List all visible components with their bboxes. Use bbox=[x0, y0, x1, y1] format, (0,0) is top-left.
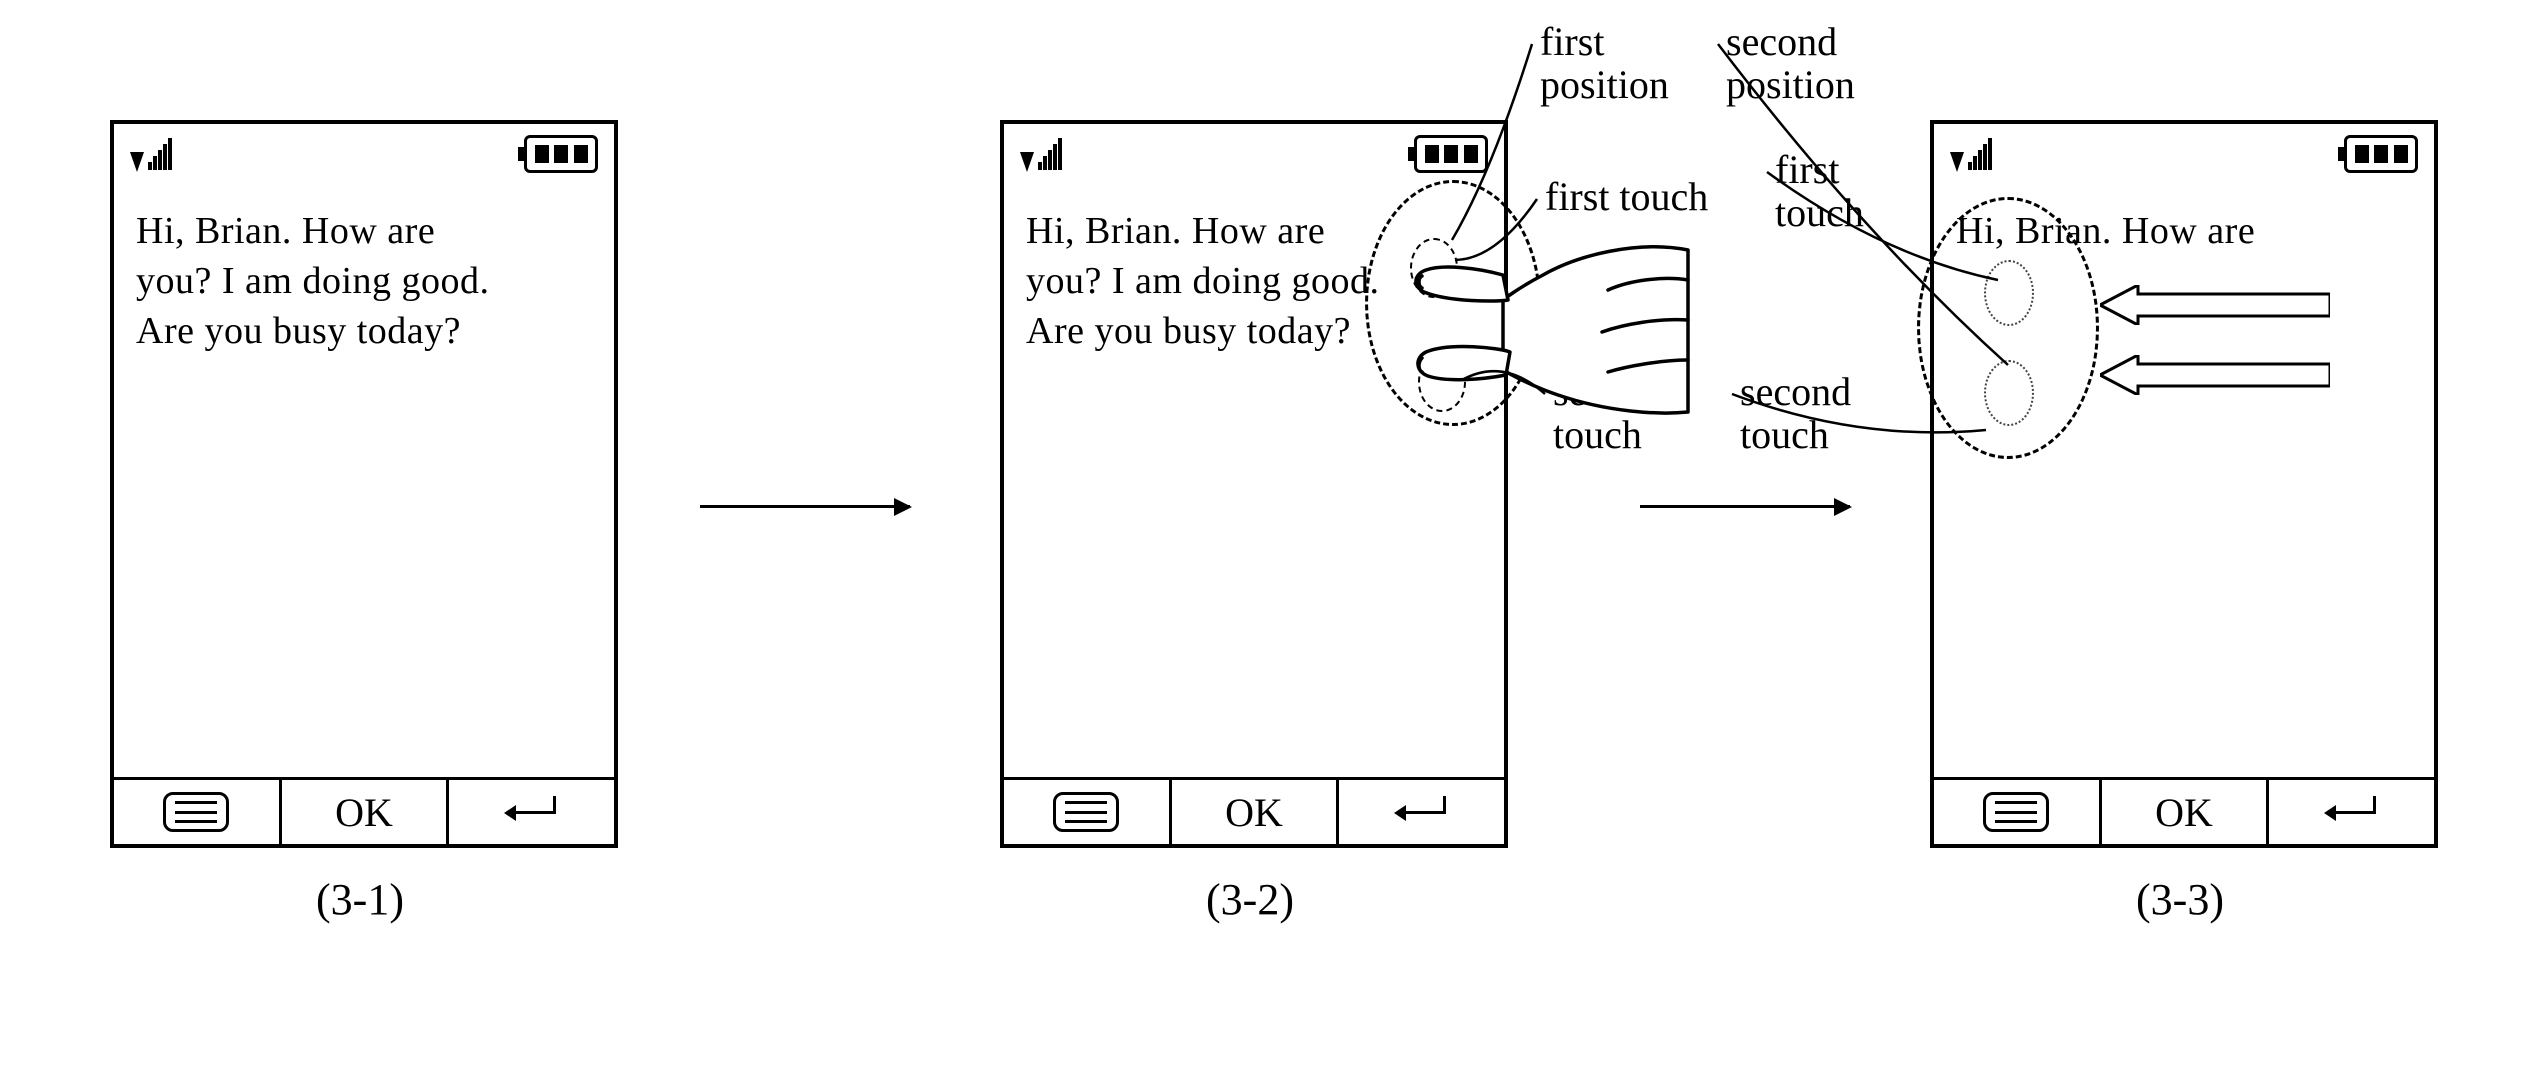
enter-icon bbox=[2322, 796, 2382, 828]
pinching-hand-icon bbox=[1408, 220, 1688, 430]
swipe-arrow-top bbox=[2100, 285, 2330, 325]
ok-softkey[interactable]: OK bbox=[2099, 780, 2267, 844]
signal-icon bbox=[130, 138, 172, 170]
menu-icon bbox=[1983, 792, 2049, 832]
panel-caption-2: (3-2) bbox=[1190, 874, 1310, 925]
second-touch-dotted bbox=[1984, 360, 2034, 426]
enter-softkey[interactable] bbox=[446, 780, 614, 844]
swipe-arrow-bottom bbox=[2100, 355, 2330, 395]
menu-softkey[interactable] bbox=[114, 780, 279, 844]
enter-icon bbox=[502, 796, 562, 828]
msg-line-1: Hi, Brian. How are bbox=[136, 206, 592, 256]
panel-caption-1: (3-1) bbox=[300, 874, 420, 925]
menu-icon bbox=[1053, 792, 1119, 832]
label-first-position-p2: first position bbox=[1540, 20, 1669, 106]
label-second-position-p3: second position bbox=[1726, 20, 1855, 106]
menu-icon bbox=[163, 792, 229, 832]
battery-icon bbox=[2340, 135, 2418, 173]
ok-softkey[interactable]: OK bbox=[1169, 780, 1337, 844]
softkey-bar: OK bbox=[1004, 777, 1504, 844]
phone-panel-1: Hi, Brian. How are you? I am doing good.… bbox=[110, 120, 618, 848]
figure-stage: Hi, Brian. How are you? I am doing good.… bbox=[0, 0, 2537, 1080]
enter-softkey[interactable] bbox=[1336, 780, 1504, 844]
message-text-area[interactable]: Hi, Brian. How are you? I am doing good.… bbox=[114, 184, 614, 356]
battery-icon bbox=[1410, 135, 1488, 173]
label-first-touch-p2: first touch bbox=[1545, 175, 1708, 218]
softkey-bar: OK bbox=[1934, 777, 2434, 844]
menu-softkey[interactable] bbox=[1934, 780, 2099, 844]
first-touch-dotted bbox=[1984, 260, 2034, 326]
signal-icon bbox=[1020, 138, 1062, 170]
enter-softkey[interactable] bbox=[2266, 780, 2434, 844]
status-bar bbox=[1934, 124, 2434, 184]
label-second-touch-p3: second touch bbox=[1740, 370, 1851, 456]
softkey-bar: OK bbox=[114, 777, 614, 844]
transition-arrow-1 bbox=[700, 505, 910, 508]
signal-icon bbox=[1950, 138, 1992, 170]
label-first-touch-p3: first touch bbox=[1775, 148, 1864, 234]
battery-icon bbox=[520, 135, 598, 173]
panel-caption-3: (3-3) bbox=[2120, 874, 2240, 925]
transition-arrow-2 bbox=[1640, 505, 1850, 508]
status-bar bbox=[114, 124, 614, 184]
enter-icon bbox=[1392, 796, 1452, 828]
msg-line-3: Are you busy today? bbox=[136, 306, 592, 356]
ok-softkey[interactable]: OK bbox=[279, 780, 447, 844]
status-bar bbox=[1004, 124, 1504, 184]
msg-line-2: you? I am doing good. bbox=[136, 256, 592, 306]
menu-softkey[interactable] bbox=[1004, 780, 1169, 844]
